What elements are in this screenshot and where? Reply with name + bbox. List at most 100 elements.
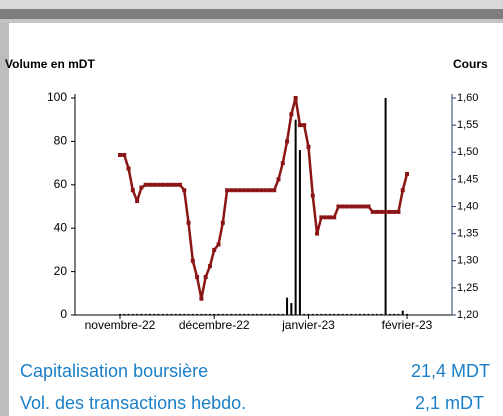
bar (346, 313, 349, 315)
price-marker (195, 275, 200, 280)
bar (208, 313, 211, 315)
bar (153, 313, 156, 315)
bar (230, 313, 233, 315)
price-marker (315, 231, 320, 236)
price-marker (289, 112, 294, 117)
price-marker (212, 247, 217, 252)
bar (183, 313, 186, 315)
price-marker (272, 188, 277, 193)
bar (187, 313, 190, 315)
price-marker (366, 204, 371, 209)
price-marker (259, 188, 264, 193)
price-marker (285, 139, 290, 144)
bar (234, 313, 237, 315)
price-marker (353, 204, 358, 209)
y-tick-label: 60 (54, 177, 68, 191)
price-marker (263, 188, 268, 193)
bar (243, 313, 246, 315)
price-marker (216, 242, 221, 247)
bar (178, 313, 181, 315)
price-marker (375, 209, 380, 214)
x-tick-label: décembre-22 (179, 318, 250, 332)
price-marker (379, 209, 384, 214)
price-marker (152, 182, 157, 187)
price-marker (233, 188, 238, 193)
price-marker (276, 177, 281, 182)
bar (328, 313, 331, 315)
bar (397, 313, 400, 315)
y2-tick-label: 1,30 (457, 255, 478, 267)
price-marker (319, 215, 324, 220)
bar (277, 313, 280, 315)
bar (333, 313, 336, 315)
price-marker (203, 275, 208, 280)
price-marker (387, 209, 392, 214)
bar (388, 313, 391, 315)
bar (161, 313, 164, 315)
y2-tick-label: 1,60 (457, 92, 478, 104)
bar (367, 313, 370, 315)
x-tick-label: février-23 (382, 318, 433, 332)
bar (157, 313, 160, 315)
bar (221, 313, 224, 315)
price-marker (173, 182, 178, 187)
bar (238, 313, 241, 315)
bar (131, 313, 134, 315)
price-marker (293, 96, 298, 100)
price-marker (332, 215, 337, 220)
left-strip (0, 23, 9, 416)
bar (393, 313, 396, 315)
bar (290, 303, 293, 315)
y-axis-label: Volume en mDT (5, 57, 95, 71)
price-marker (177, 182, 182, 187)
bar (401, 310, 404, 315)
bar (406, 313, 409, 315)
bar (371, 313, 374, 315)
price-marker (122, 152, 127, 157)
price-marker (396, 209, 401, 214)
y2-tick-label: 1,45 (457, 173, 478, 185)
price-marker (302, 123, 307, 128)
bar (311, 313, 314, 315)
bar (264, 313, 267, 315)
bar (118, 313, 121, 315)
price-marker (370, 209, 375, 214)
bar (260, 313, 263, 315)
y2-tick-label: 1,25 (457, 282, 478, 294)
price-marker (392, 209, 397, 214)
bar (247, 313, 250, 315)
bar (256, 313, 259, 315)
price-marker (323, 215, 328, 220)
stat-label: Vol. des transactions hebdo. (20, 393, 246, 413)
bar (273, 313, 276, 315)
price-marker (126, 166, 131, 171)
price-marker (255, 188, 260, 193)
price-marker (405, 171, 410, 176)
price-marker (207, 264, 212, 269)
price-marker (229, 188, 234, 193)
price-marker (165, 182, 170, 187)
bar (170, 313, 173, 315)
y2-tick-label: 1,50 (457, 146, 478, 158)
price-marker (297, 123, 302, 128)
bar (286, 297, 289, 315)
bar (354, 313, 357, 315)
y-tick-label: 20 (54, 264, 68, 278)
price-marker (400, 188, 405, 193)
bar (127, 313, 130, 315)
price-marker (306, 144, 311, 149)
price-marker (182, 188, 187, 193)
bar (174, 313, 177, 315)
bar (226, 313, 229, 315)
price-marker (327, 215, 332, 220)
bar (307, 313, 310, 315)
stat-label: Capitalisation boursière (20, 361, 208, 381)
x-tick-label: janvier-23 (281, 318, 335, 332)
y2-tick-label: 1,55 (457, 119, 478, 131)
price-marker (250, 188, 255, 193)
y-tick-label: 0 (60, 307, 67, 321)
price-marker (280, 161, 285, 166)
price-marker (190, 258, 195, 263)
